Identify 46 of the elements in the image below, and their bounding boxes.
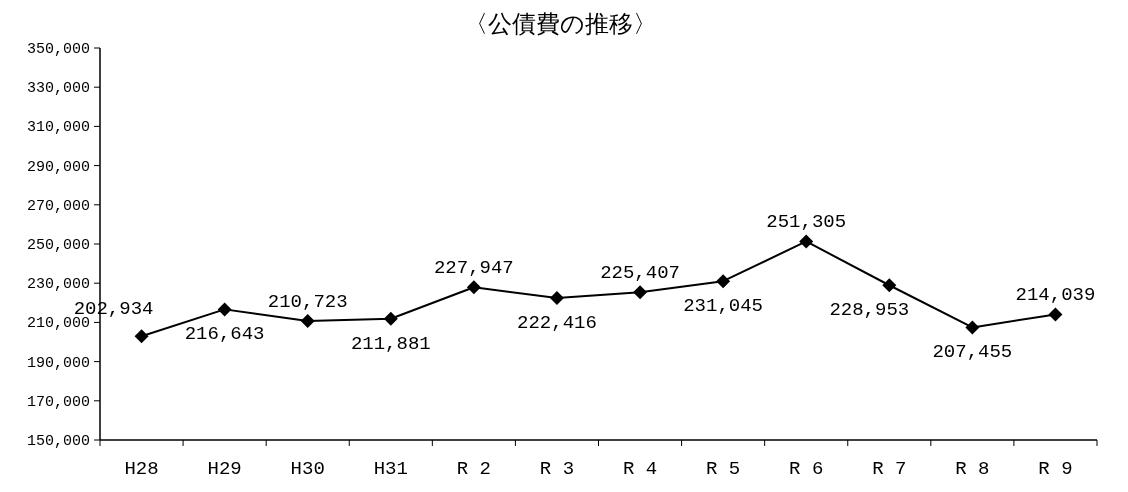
data-label: 214,039 <box>1015 284 1096 307</box>
point <box>882 278 897 293</box>
x-tick-label: R 8 <box>955 458 990 480</box>
x-tick-label: H30 <box>290 458 325 480</box>
point <box>383 311 398 326</box>
data-label: 216,643 <box>184 323 265 346</box>
point <box>633 285 648 300</box>
data-label: 227,947 <box>433 257 514 280</box>
y-tick-label: 290,000 <box>26 158 90 176</box>
y-tick-label: 250,000 <box>26 237 90 254</box>
data-label: 251,305 <box>766 211 847 234</box>
data-label: 222,416 <box>517 312 597 335</box>
x-tick-label: R 5 <box>706 458 741 480</box>
point <box>965 320 980 335</box>
point <box>466 280 481 295</box>
x-tick-label: R 4 <box>622 458 658 480</box>
x-tick-label: H28 <box>124 458 159 480</box>
data-label: 211,881 <box>350 332 431 355</box>
y-tick-label: 350,000 <box>26 41 90 58</box>
point <box>1048 307 1063 322</box>
x-tick-label: R 2 <box>456 458 491 480</box>
x-tick-label: H31 <box>373 458 408 480</box>
point <box>799 234 814 249</box>
x-tick-label: R 6 <box>789 458 824 480</box>
x-tick-label: H29 <box>207 458 242 480</box>
point <box>217 302 232 317</box>
x-tick-label: R 9 <box>1038 458 1073 480</box>
point <box>134 329 149 344</box>
point <box>300 313 315 328</box>
y-tick-label: 310,000 <box>26 119 90 137</box>
x-tick-label: R 3 <box>539 458 575 480</box>
data-label: 228,953 <box>829 299 910 322</box>
chart-title: 〈公債費の推移〉 <box>463 12 657 39</box>
y-tick-label: 270,000 <box>26 197 90 215</box>
y-tick-label: 150,000 <box>26 433 90 450</box>
y-tick-label: 170,000 <box>26 393 90 411</box>
data-label: 210,723 <box>267 290 348 313</box>
y-tick-label: 330,000 <box>26 80 90 98</box>
y-tick-label: 190,000 <box>26 354 90 372</box>
data-label: 231,045 <box>683 295 764 318</box>
data-label: 207,455 <box>932 341 1013 364</box>
point <box>716 274 731 289</box>
x-tick-label: R 7 <box>872 458 907 480</box>
data-label: 225,407 <box>600 262 680 285</box>
y-tick-label: 230,000 <box>26 276 90 294</box>
point <box>549 291 564 306</box>
